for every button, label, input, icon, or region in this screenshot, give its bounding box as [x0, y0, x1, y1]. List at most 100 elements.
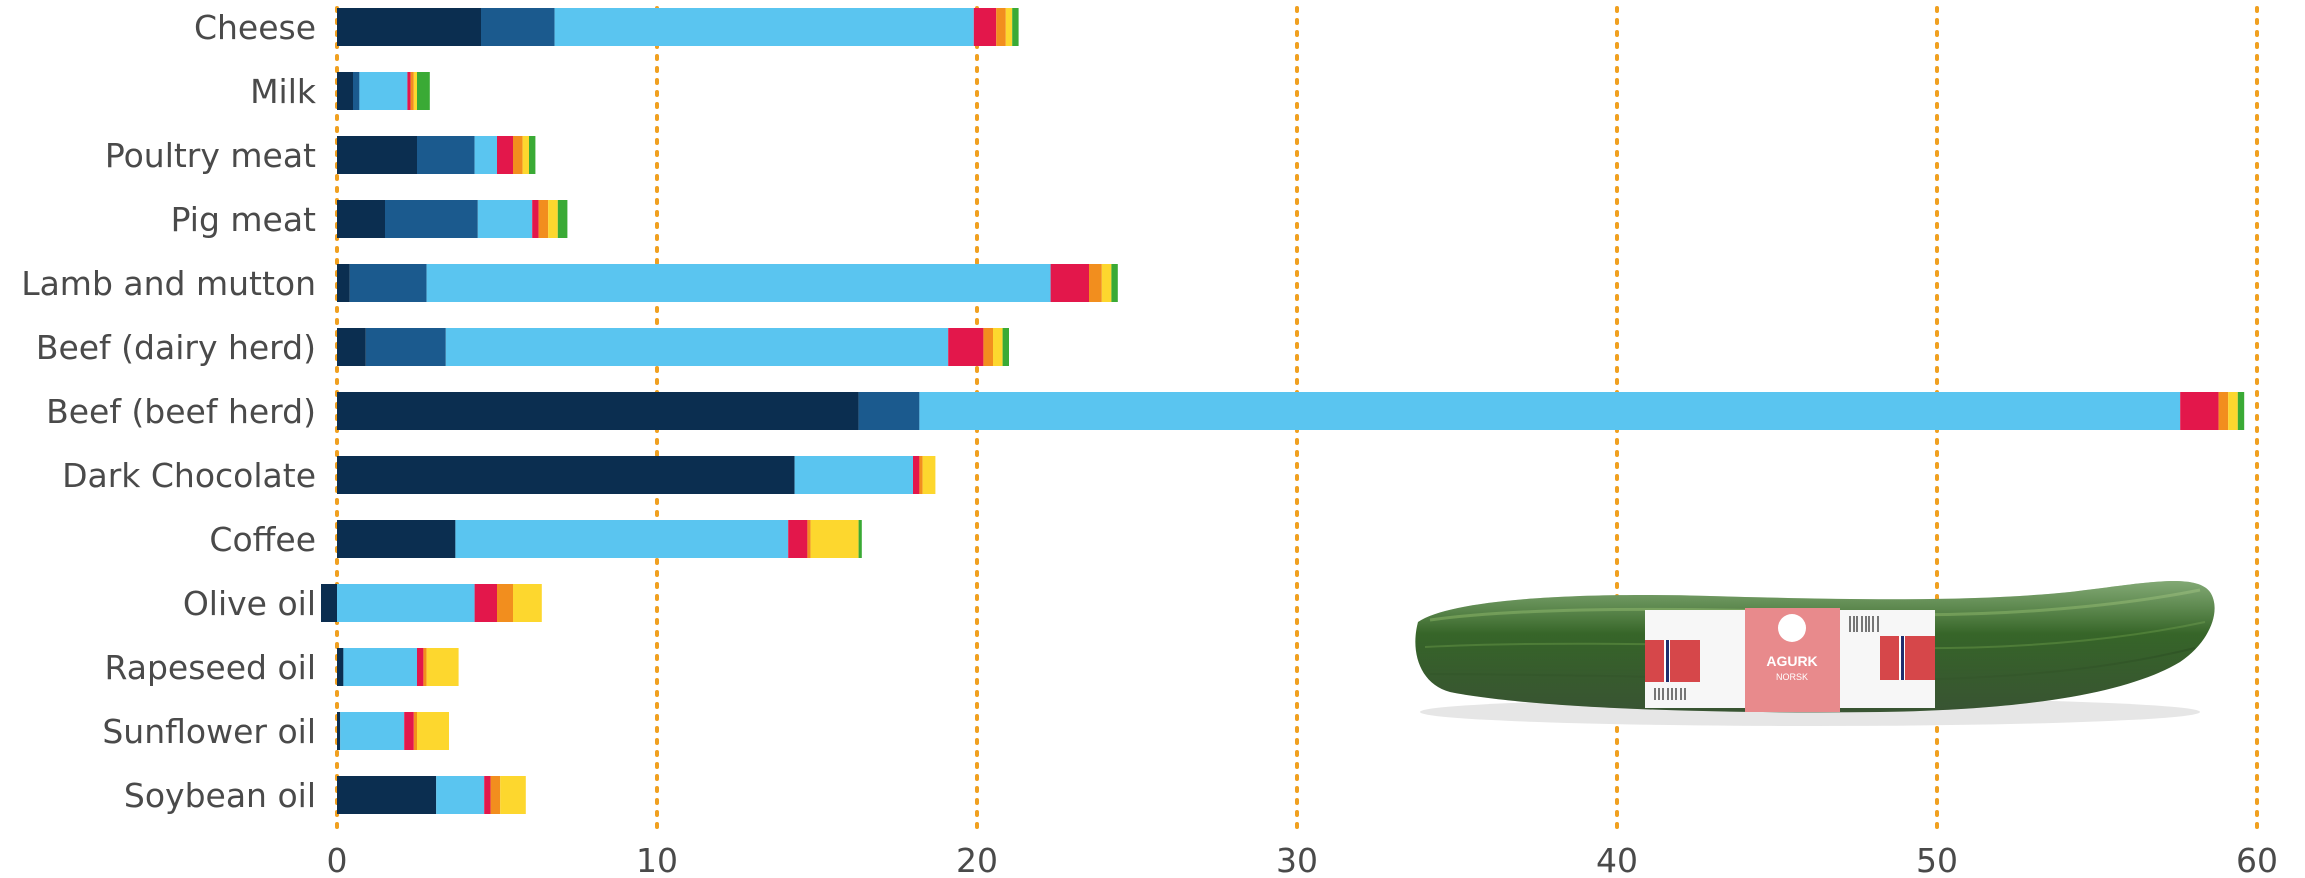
bar-soybean-oil-segment-1: [337, 776, 437, 814]
x-tick-label-40: 40: [1596, 841, 1638, 878]
category-label-dark-chocolate: Dark Chocolate: [62, 456, 316, 495]
category-label-olive-oil: Olive oil: [183, 584, 316, 623]
bar-poultry-meat-segment-1: [337, 136, 417, 174]
bar-soybean-oil-segment-4: [484, 776, 491, 814]
bar-lamb-and-mutton-segment-2: [349, 264, 427, 302]
category-label-lamb-and-mutton: Lamb and mutton: [21, 264, 316, 303]
bar-pig-meat-segment-4: [532, 200, 539, 238]
cucumber-label-text: AGURK: [1766, 653, 1817, 669]
bar-milk-segment-5: [410, 72, 414, 110]
bar-beef-beef-herd-segment-2: [858, 392, 920, 430]
bar-beef-dairy-herd-segment-7: [1002, 328, 1009, 366]
bar-pig-meat-segment-2: [385, 200, 478, 238]
bar-lamb-and-mutton-segment-6: [1101, 264, 1112, 302]
x-tick-label-30: 30: [1276, 841, 1318, 878]
bar-beef-beef-herd-segment-4: [2180, 392, 2219, 430]
bar-coffee-segment-6: [810, 520, 859, 558]
category-label-rapeseed-oil: Rapeseed oil: [105, 648, 316, 687]
bar-dark-chocolate-segment-4: [913, 456, 920, 494]
bar-sunflower-oil-segment-3: [340, 712, 405, 750]
cucumber-photo: AGURK NORSK: [1415, 581, 2215, 726]
bar-beef-dairy-herd-segment-5: [983, 328, 993, 366]
bar-lamb-and-mutton-segment-3: [426, 264, 1051, 302]
bar-lamb-and-mutton-segment-4: [1050, 264, 1089, 302]
category-label-pig-meat: Pig meat: [171, 200, 316, 239]
bar-beef-dairy-herd-segment-4: [948, 328, 984, 366]
bar-soybean-oil-segment-3: [436, 776, 485, 814]
category-label-sunflower-oil: Sunflower oil: [102, 712, 316, 751]
bar-pig-meat-segment-3: [477, 200, 533, 238]
bar-soybean-oil-segment-6: [500, 776, 526, 814]
x-tick-label-0: 0: [327, 841, 348, 878]
category-label-cheese: Cheese: [194, 8, 316, 47]
bar-lamb-and-mutton-segment-1: [337, 264, 350, 302]
bar-beef-dairy-herd-segment-1: [337, 328, 366, 366]
bar-lamb-and-mutton-segment-5: [1089, 264, 1102, 302]
bar-cheese-segment-4: [973, 8, 997, 46]
bar-beef-beef-herd-segment-6: [2228, 392, 2238, 430]
bar-pig-meat-segment-6: [548, 200, 558, 238]
bar-coffee-segment-7: [858, 520, 862, 558]
bar-beef-beef-herd-segment-3: [919, 392, 2181, 430]
bar-coffee-segment-5: [807, 520, 811, 558]
bar-dark-chocolate-segment-1: [337, 456, 795, 494]
bar-olive-oil-segment-5: [497, 584, 513, 622]
bar-olive-oil-segment-1: [321, 584, 337, 622]
bars: [321, 8, 2245, 814]
bar-milk-segment-3: [359, 72, 408, 110]
bar-poultry-meat-segment-5: [513, 136, 523, 174]
category-label-poultry-meat: Poultry meat: [105, 136, 316, 175]
bar-cheese-segment-5: [996, 8, 1006, 46]
bar-rapeseed-oil-segment-3: [343, 648, 417, 686]
bar-dark-chocolate-segment-5: [919, 456, 923, 494]
bar-soybean-oil-segment-5: [490, 776, 501, 814]
bar-coffee-segment-1: [337, 520, 456, 558]
cucumber-sub-label-text: NORSK: [1776, 672, 1808, 682]
bar-sunflower-oil-segment-4: [404, 712, 414, 750]
bar-rapeseed-oil-segment-1: [337, 648, 344, 686]
bar-lamb-and-mutton-segment-7: [1111, 264, 1118, 302]
bar-dark-chocolate-segment-3: [794, 456, 913, 494]
category-label-beef-dairy-herd: Beef (dairy herd): [36, 328, 316, 367]
bar-beef-beef-herd-segment-7: [2237, 392, 2245, 430]
bar-olive-oil-segment-4: [474, 584, 497, 622]
bar-rapeseed-oil-segment-5: [423, 648, 427, 686]
bar-cheese-segment-7: [1012, 8, 1019, 46]
bar-beef-dairy-herd-segment-3: [445, 328, 949, 366]
category-label-beef-beef-herd: Beef (beef herd): [46, 392, 316, 431]
bar-coffee-segment-3: [455, 520, 789, 558]
bar-sunflower-oil-segment-1: [337, 712, 341, 750]
bar-milk-segment-6: [413, 72, 417, 110]
bar-coffee-segment-4: [788, 520, 808, 558]
bar-milk-segment-7: [417, 72, 430, 110]
bar-pig-meat-segment-5: [538, 200, 549, 238]
bar-pig-meat-segment-7: [557, 200, 568, 238]
bar-pig-meat-segment-1: [337, 200, 385, 238]
bar-olive-oil-segment-6: [513, 584, 542, 622]
bar-olive-oil-segment-3: [337, 584, 475, 622]
bar-sunflower-oil-segment-6: [417, 712, 449, 750]
bar-sunflower-oil-segment-5: [413, 712, 417, 750]
bar-poultry-meat-segment-6: [522, 136, 529, 174]
category-label-milk: Milk: [250, 72, 317, 111]
bar-beef-dairy-herd-segment-6: [993, 328, 1003, 366]
bar-poultry-meat-segment-7: [529, 136, 536, 174]
category-labels: Cheese Milk Poultry meat Pig meat Lamb and m…: [21, 8, 317, 815]
bar-dark-chocolate-segment-6: [922, 456, 936, 494]
category-label-soybean-oil: Soybean oil: [124, 776, 316, 815]
x-tick-label-10: 10: [636, 841, 678, 878]
x-axis-ticks: 0 10 20 30 40 50 60: [327, 841, 2279, 878]
bar-cheese-segment-3: [554, 8, 974, 46]
x-tick-label-20: 20: [956, 841, 998, 878]
bar-milk-segment-4: [407, 72, 411, 110]
x-tick-label-60: 60: [2236, 841, 2278, 878]
x-tick-label-50: 50: [1916, 841, 1958, 878]
bar-poultry-meat-segment-3: [474, 136, 497, 174]
bar-poultry-meat-segment-4: [497, 136, 513, 174]
bar-beef-dairy-herd-segment-2: [365, 328, 446, 366]
bar-milk-segment-2: [353, 72, 360, 110]
bar-rapeseed-oil-segment-6: [426, 648, 459, 686]
bar-milk-segment-1: [337, 72, 353, 110]
bar-cheese-segment-2: [481, 8, 555, 46]
bar-poultry-meat-segment-2: [417, 136, 475, 174]
